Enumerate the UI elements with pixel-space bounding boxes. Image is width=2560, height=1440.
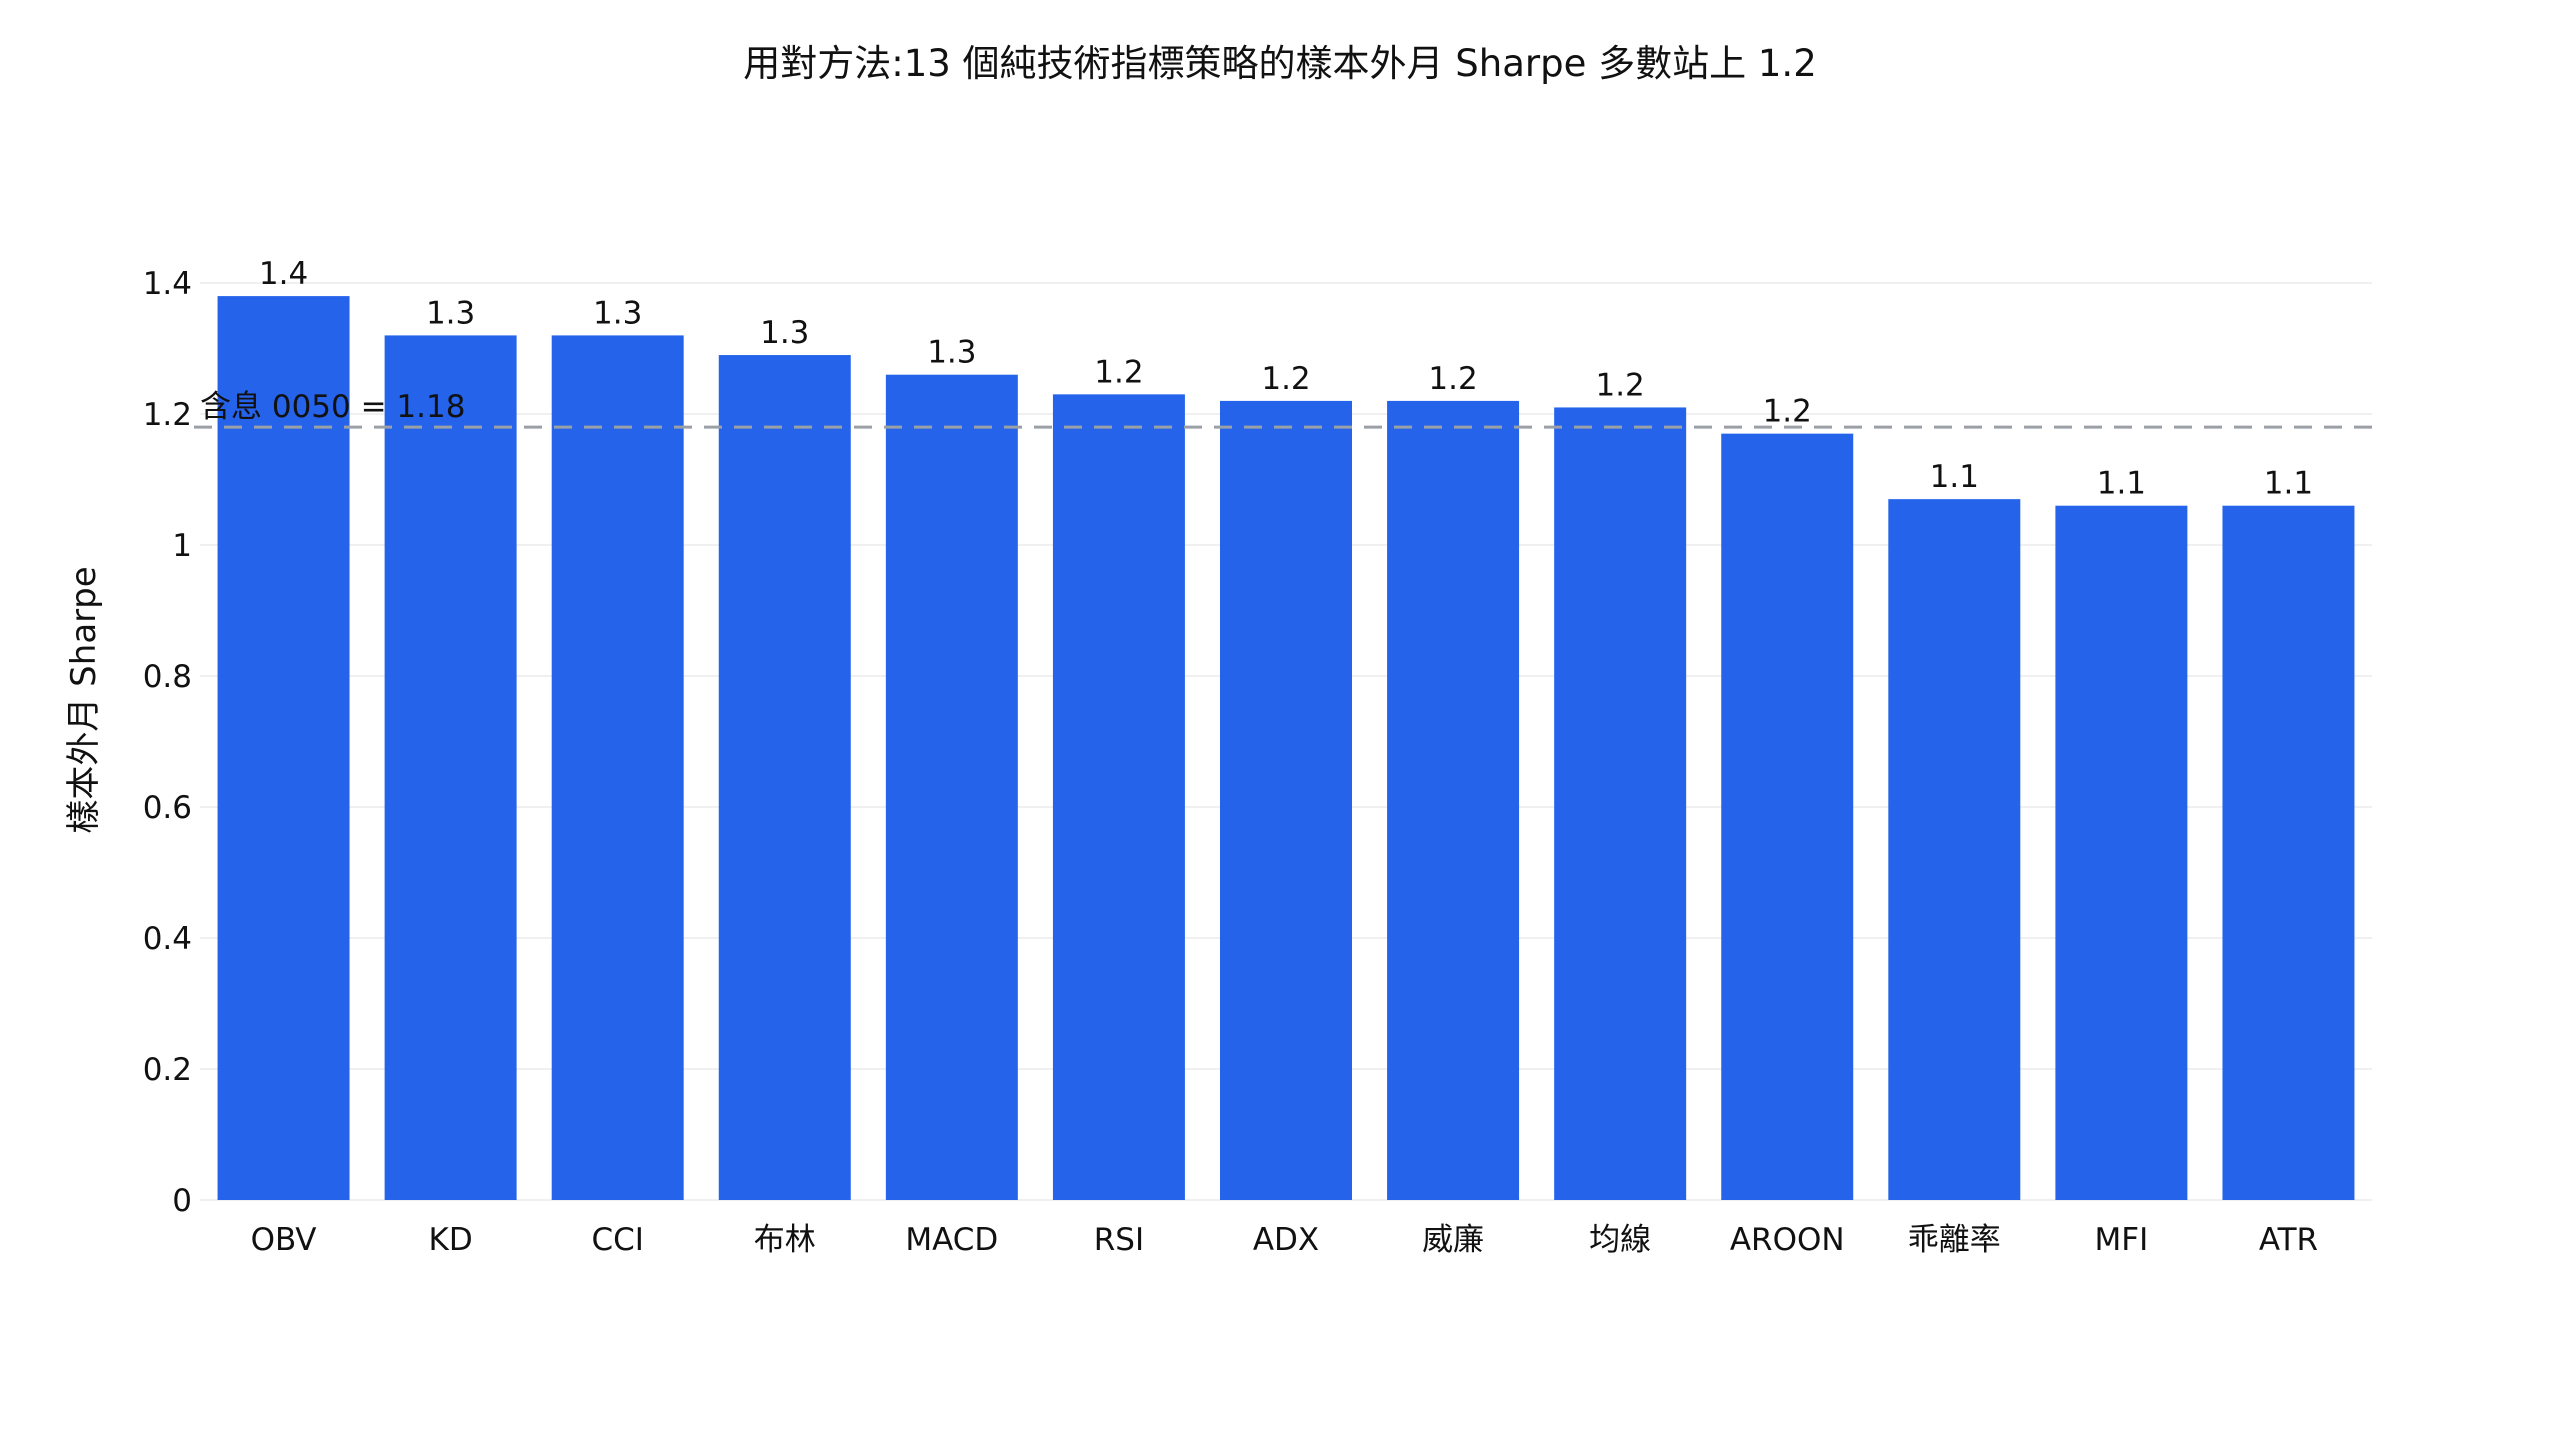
bar-value-label: 1.2 bbox=[1595, 367, 1644, 403]
bar bbox=[217, 296, 350, 1201]
x-tick-label: ADX bbox=[1253, 1222, 1319, 1258]
x-tick-label: ATR bbox=[2259, 1222, 2318, 1258]
bar bbox=[1721, 433, 1854, 1200]
bar bbox=[718, 355, 851, 1200]
bar bbox=[1387, 400, 1520, 1200]
bar-value-label: 1.2 bbox=[1261, 361, 1310, 397]
chart-title: 用對方法:13 個純技術指標策略的樣本外月 Sharpe 多數站上 1.2 bbox=[743, 42, 1817, 85]
x-tick-label: 布林 bbox=[754, 1222, 816, 1258]
bar-value-label: 1.1 bbox=[1930, 459, 1979, 495]
bar bbox=[2222, 505, 2355, 1200]
bar-value-label: 1.3 bbox=[927, 335, 976, 371]
x-tick-label: RSI bbox=[1094, 1222, 1144, 1258]
bar-value-label: 1.4 bbox=[259, 256, 308, 292]
bar bbox=[885, 374, 1018, 1200]
bars bbox=[217, 296, 2355, 1201]
x-tick-label: 威廉 bbox=[1422, 1222, 1484, 1258]
reference-line-group: 含息 0050 = 1.18 bbox=[194, 389, 2378, 429]
bar-value-label: 1.2 bbox=[1428, 361, 1477, 397]
bar bbox=[1220, 400, 1352, 1200]
x-tick-label: 乖離率 bbox=[1908, 1222, 2001, 1258]
y-tick-label: 0.4 bbox=[143, 921, 192, 957]
x-tick-label: CCI bbox=[591, 1222, 643, 1258]
bar bbox=[2055, 505, 2188, 1200]
y-tick-label: 1.4 bbox=[143, 266, 192, 302]
bar bbox=[1888, 499, 2021, 1200]
bar-value-label: 1.3 bbox=[593, 295, 642, 331]
x-axis-ticks: OBV KD CCI 布林 MACD RSI ADX 威廉 均線 AROON 乖離率 MFI ATR bbox=[251, 1222, 2319, 1258]
bar-value-label: 1.3 bbox=[426, 295, 475, 331]
y-axis-ticks: 0 0.2 0.4 0.6 0.8 1 1.2 1.4 bbox=[143, 266, 192, 1219]
x-tick-label: KD bbox=[429, 1222, 473, 1258]
bar-value-label: 1.3 bbox=[760, 315, 809, 351]
y-tick-label: 1.2 bbox=[143, 397, 192, 433]
x-tick-label: OBV bbox=[251, 1222, 317, 1258]
y-tick-label: 0.8 bbox=[143, 659, 192, 695]
x-tick-label: AROON bbox=[1730, 1222, 1845, 1258]
bar bbox=[1554, 407, 1687, 1200]
y-tick-label: 0.6 bbox=[143, 790, 192, 826]
reference-line-label: 含息 0050 = 1.18 bbox=[200, 389, 465, 425]
y-tick-label: 1 bbox=[172, 528, 192, 564]
x-tick-label: MACD bbox=[905, 1222, 998, 1258]
y-tick-label: 0.2 bbox=[143, 1052, 192, 1088]
bar-value-label: 1.2 bbox=[1094, 354, 1143, 390]
data-labels: 1.4 1.3 1.3 1.3 1.3 1.2 1.2 1.2 1.2 1.2 1.1 1.1 1.1 bbox=[259, 256, 2313, 502]
bar bbox=[384, 335, 517, 1200]
bar-value-label: 1.1 bbox=[2097, 466, 2146, 502]
x-tick-label: MFI bbox=[2095, 1222, 2149, 1258]
y-axis-title: 樣本外月 Sharpe bbox=[64, 566, 104, 833]
y-tick-label: 0 bbox=[172, 1183, 192, 1219]
bar-value-label: 1.2 bbox=[1763, 394, 1812, 430]
bar bbox=[551, 335, 684, 1200]
bar-value-label: 1.1 bbox=[2264, 466, 2313, 502]
x-tick-label: 均線 bbox=[1589, 1222, 1651, 1258]
bar bbox=[1052, 394, 1185, 1201]
